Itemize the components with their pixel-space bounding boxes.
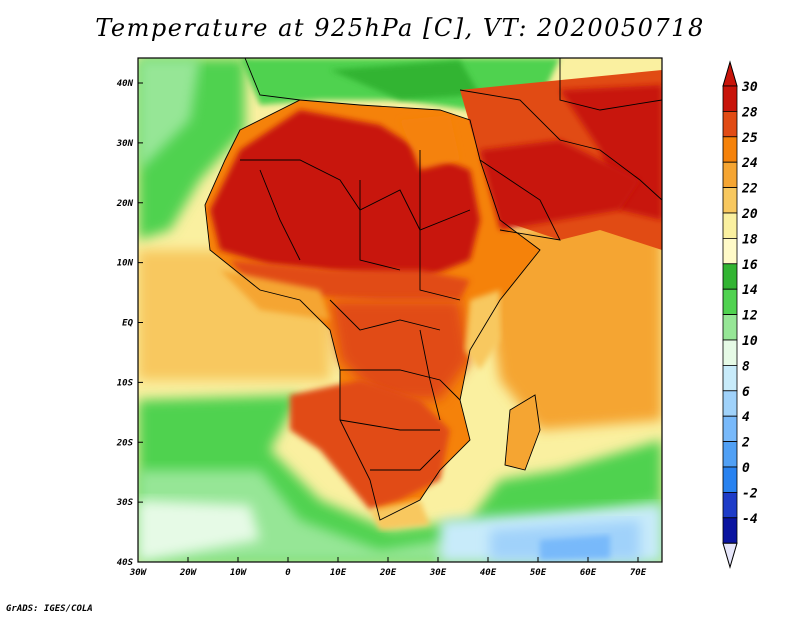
lat-tick-label: 40S xyxy=(117,558,134,568)
colorbar-swatch xyxy=(722,111,738,138)
colorbar-label: 8 xyxy=(742,359,750,374)
lon-tick-label: 10W xyxy=(230,568,248,578)
colorbar-swatch xyxy=(722,136,738,163)
lon-tick-label: 60E xyxy=(580,568,597,578)
lon-tick-label: 40E xyxy=(480,568,497,578)
colorbar-swatch xyxy=(722,85,738,112)
lon-tick-label: 20W xyxy=(179,568,198,578)
colorbar-swatch xyxy=(722,187,738,214)
colorbar-swatch xyxy=(722,517,738,544)
lat-tick-label: 10N xyxy=(117,259,134,269)
colorbar-swatch xyxy=(722,415,738,443)
colorbar-label: 14 xyxy=(742,283,758,298)
lon-tick-label: 30E xyxy=(429,568,447,578)
lon-tick-label: 30W xyxy=(129,568,148,578)
colorbar-label: 10 xyxy=(742,334,758,349)
colorbar-swatch xyxy=(722,288,738,316)
colorbar-swatch xyxy=(722,364,738,392)
colorbar-label: 6 xyxy=(742,385,750,400)
colorbar-label: 0 xyxy=(742,461,750,476)
map-title: Temperature at 925hPa [C], VT: 202005071… xyxy=(95,14,705,42)
colorbar-label: 30 xyxy=(741,80,758,95)
colorbar-label: 12 xyxy=(742,309,758,324)
colorbar-label: 4 xyxy=(742,410,750,425)
colorbar-label: 16 xyxy=(742,258,758,273)
colorbar-label: 28 xyxy=(741,105,758,120)
colorbar-label: -2 xyxy=(742,486,758,501)
lat-tick-label: 10S xyxy=(117,378,134,388)
colorbar-label: 2 xyxy=(741,436,750,451)
colorbar-swatch xyxy=(722,161,738,188)
colorbar-swatch xyxy=(722,263,738,290)
colorbar-label: 24 xyxy=(741,156,758,171)
lat-tick-label: 20S xyxy=(116,438,134,448)
lat-tick-label: 30S xyxy=(116,498,134,508)
colorbar-label: 22 xyxy=(741,182,758,197)
lon-tick-label: 50E xyxy=(530,568,547,578)
colorbar-label: 20 xyxy=(741,207,758,222)
colorbar-label: 25 xyxy=(741,131,758,146)
lon-tick-label: 10E xyxy=(330,568,347,578)
colorbar-swatch xyxy=(722,491,738,519)
lat-tick-label: EQ xyxy=(122,319,133,329)
colorbar-swatch xyxy=(722,237,738,265)
lat-tick-label: 40N xyxy=(117,79,134,89)
colorbar-label: -4 xyxy=(742,512,758,527)
colorbar-swatch xyxy=(722,466,738,493)
lon-tick-label: 20E xyxy=(379,568,397,578)
colorbar-swatch xyxy=(722,390,738,417)
colorbar-swatch xyxy=(722,441,738,468)
lon-tick-label: 0 xyxy=(285,568,291,578)
lon-tick-label: 70E xyxy=(630,568,647,578)
lat-tick-label: 20N xyxy=(116,199,134,209)
colorbar-swatch xyxy=(722,212,738,239)
colorbar-swatch xyxy=(722,339,738,366)
country-borders xyxy=(204,58,662,521)
colorbar-top-arrow xyxy=(722,60,738,87)
credit-text: GrADS: IGES/COLA xyxy=(6,604,93,614)
lat-tick-label: 30N xyxy=(116,139,134,149)
plot-frame xyxy=(137,57,663,563)
colorbar-label: 18 xyxy=(742,232,758,247)
temperature-field xyxy=(138,58,662,562)
colorbar-bottom-arrow xyxy=(722,542,738,569)
colorbar-swatch xyxy=(722,314,738,341)
